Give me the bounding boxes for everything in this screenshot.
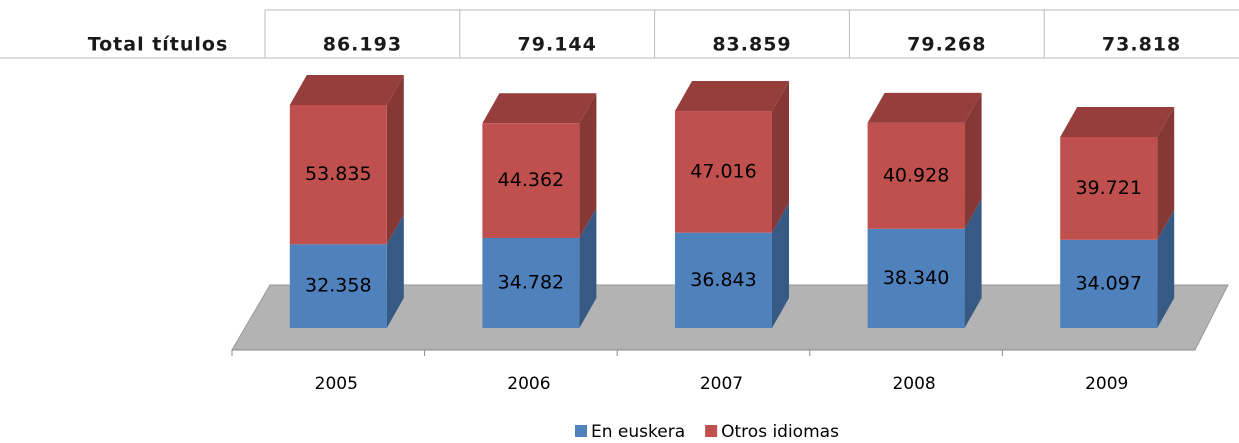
table-cell: 79.144: [518, 34, 597, 56]
bar: [1060, 137, 1158, 240]
bar-side: [772, 202, 789, 328]
legend-label: En euskera: [591, 422, 685, 442]
data-label: 39.721: [1075, 177, 1141, 199]
legend-swatch: [575, 425, 587, 437]
x-tick-label: 2008: [892, 374, 935, 394]
bar: [867, 122, 965, 229]
table-cell: 79.268: [907, 34, 986, 56]
table-cell: 86.193: [323, 34, 402, 56]
data-label: 32.358: [305, 275, 371, 297]
legend-swatch: [705, 425, 718, 437]
data-label: 36.843: [690, 269, 756, 291]
bar-side: [579, 93, 597, 239]
bar: [675, 232, 772, 328]
bar-side: [964, 92, 982, 229]
x-tick-label: 2006: [507, 374, 550, 394]
bar-side: [1157, 209, 1175, 328]
data-label: 47.016: [690, 160, 756, 182]
bar-side: [579, 208, 597, 328]
bar: [675, 111, 772, 233]
bar-side: [386, 75, 404, 245]
bar-side: [1157, 107, 1175, 240]
bar: [867, 228, 965, 328]
data-label: 40.928: [883, 164, 949, 186]
data-label: 34.097: [1075, 272, 1141, 294]
bar-top: [289, 75, 404, 105]
bar: [482, 238, 580, 328]
data-label: 34.782: [498, 272, 564, 294]
bar: [482, 123, 580, 239]
bar-top: [1060, 107, 1175, 138]
bar-side: [386, 214, 404, 328]
x-tick-label: 2005: [315, 374, 358, 394]
table-cell: 73.818: [1102, 34, 1181, 56]
data-label: 38.340: [883, 267, 949, 289]
x-tick-label: 2009: [1085, 374, 1128, 394]
bar-side: [964, 198, 982, 328]
bar-top: [867, 92, 982, 123]
legend-label: Otros idiomas: [721, 422, 839, 442]
table-cell: 83.859: [712, 34, 791, 56]
data-label: 44.362: [498, 169, 564, 191]
bar-side: [772, 81, 789, 233]
table-label: Total títulos: [88, 34, 229, 56]
data-label: 53.835: [305, 163, 371, 185]
bar: [1060, 239, 1158, 328]
bar-top: [675, 81, 789, 112]
bar: [289, 244, 387, 328]
x-tick-label: 2007: [700, 374, 743, 394]
bar-top: [482, 93, 597, 124]
bar: [289, 105, 387, 245]
